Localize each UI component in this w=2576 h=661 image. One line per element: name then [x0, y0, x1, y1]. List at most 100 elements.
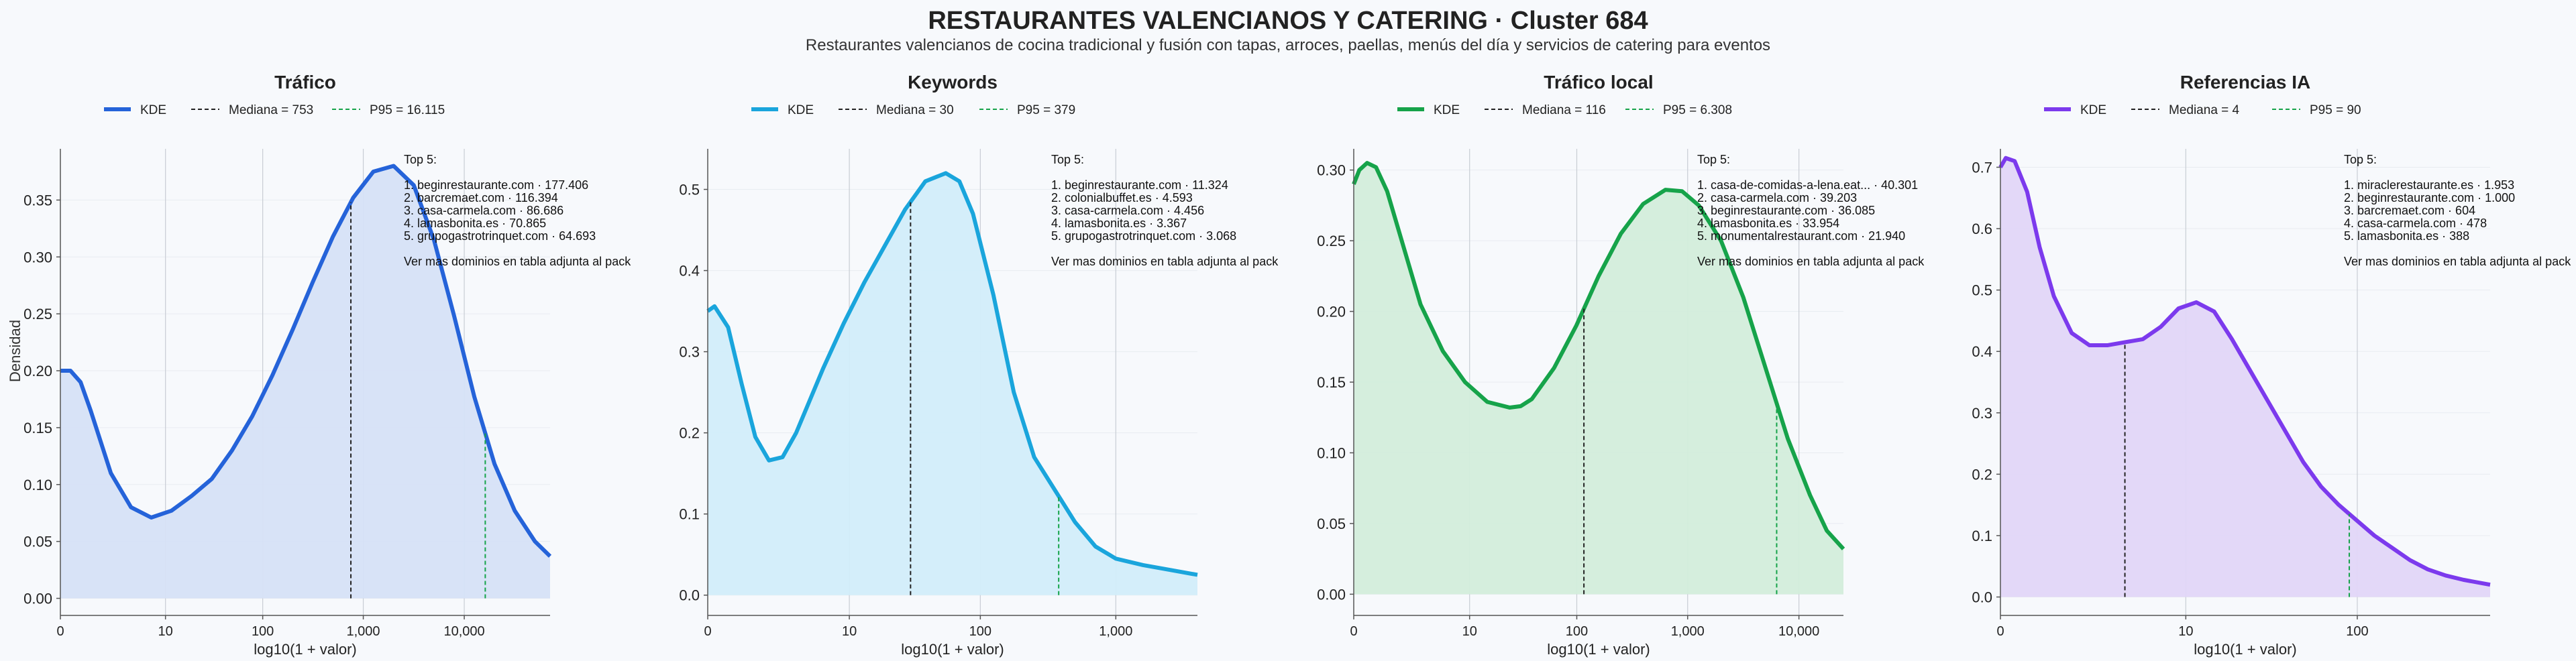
y-tick-label: 0.10 [23, 477, 52, 493]
legend-median-label: Mediana = 4 [2169, 103, 2240, 117]
top5-header: Top 5: [1051, 153, 1084, 166]
y-tick-label: 0.3 [679, 344, 700, 361]
y-tick-label: 0.25 [23, 306, 52, 322]
top5-item: 2. barcremaet.com · 116.394 [404, 191, 558, 204]
kde-area [1354, 163, 1843, 595]
chart-title: Tráfico [274, 72, 336, 93]
chart-panel-1: Tráfico KDE Mediana = 753 P95 = 16.115 0.00 0… [23, 72, 631, 658]
y-tick-label: 0.2 [679, 425, 700, 442]
x-axis-label: log10(1 + valor) [1547, 641, 1650, 658]
legend-median-label: Mediana = 30 [876, 103, 954, 117]
legend-median-label: Mediana = 753 [229, 103, 313, 117]
legend-kde-label: KDE [2080, 103, 2106, 117]
kde-area [2000, 158, 2490, 597]
x-tick-label: 10 [1462, 624, 1477, 639]
chart-title: Referencias IA [2180, 72, 2311, 93]
x-tick-label: 10 [158, 624, 173, 639]
legend-kde-label: KDE [1434, 103, 1460, 117]
kde-line [60, 164, 552, 558]
y-tick-label: 0.30 [1317, 162, 1346, 179]
y-tick-label: 0.00 [1317, 586, 1346, 603]
y-tick-label: 0.20 [1317, 304, 1346, 320]
y-tick-label: 0.05 [23, 534, 52, 550]
y-tick-label: 0.3 [1972, 405, 1992, 422]
y-tick-label: 0.6 [1972, 221, 1992, 237]
legend-median-label: Mediana = 116 [1522, 103, 1606, 117]
top5-item: 5. lamasbonita.es · 388 [2344, 229, 2469, 243]
x-tick-label: 100 [2346, 624, 2368, 639]
top5-item: 5. grupogastrotrinquet.com · 64.693 [404, 229, 596, 243]
kde-area [708, 173, 1197, 595]
x-tick-label: 10 [842, 624, 857, 639]
y-tick-label: 0.20 [23, 363, 52, 379]
chart-panel-3: Tráfico local KDE Mediana = 116 P95 = 6.308… [1317, 72, 1925, 658]
page-title: RESTAURANTES VALENCIANOS Y CATERING · Cl… [928, 7, 1648, 35]
legend-p95-label: P95 = 379 [1017, 103, 1075, 117]
y-tick-label: 0.05 [1317, 516, 1346, 532]
top5-header: Top 5: [404, 153, 437, 166]
x-tick-label: 10,000 [1778, 624, 1819, 639]
kde-line [1998, 156, 2491, 587]
y-tick-label: 0.4 [1972, 343, 1992, 360]
top5-item: 1. miraclerestaurante.es · 1.953 [2344, 178, 2514, 192]
x-tick-label: 10,000 [443, 624, 484, 639]
y-tick-label: 0.0 [679, 587, 700, 604]
chart-panel-2: Keywords KDE Mediana = 30 P95 = 379 0.0 0.1 0.… [679, 72, 1279, 658]
chart-title: Tráfico local [1544, 72, 1653, 93]
y-tick-label: 0.4 [679, 263, 700, 280]
y-tick-label: 0.2 [1972, 466, 1992, 483]
y-tick-label: 0.15 [1317, 374, 1346, 391]
top5-item: 2. beginrestaurante.com · 1.000 [2344, 191, 2515, 204]
top5-item: 3. casa-carmela.com · 86.686 [404, 204, 564, 217]
top5-item: 4. lamasbonita.es · 3.367 [1051, 217, 1187, 230]
y-tick-label: 0.10 [1317, 444, 1346, 461]
x-tick-label: 100 [969, 624, 991, 639]
y-tick-label: 0.7 [1972, 159, 1992, 176]
x-axis-label: log10(1 + valor) [901, 641, 1004, 658]
y-tick-label: 0.1 [679, 506, 700, 523]
kde-area [60, 166, 550, 599]
top5-footer: Ver mas dominios en tabla adjunta al pac… [1051, 255, 1279, 268]
top5-item: 1. casa-de-comidas-a-lena.eat... · 40.30… [1697, 178, 1918, 192]
top5-item: 4. lamasbonita.es · 70.865 [404, 217, 546, 230]
x-tick-label: 0 [56, 624, 64, 639]
top5-item: 2. casa-carmela.com · 39.203 [1697, 191, 1857, 204]
legend-kde-label: KDE [140, 103, 166, 117]
y-tick-label: 0.5 [679, 182, 700, 198]
legend-p95-label: P95 = 6.308 [1663, 103, 1732, 117]
top5-footer: Ver mas dominios en tabla adjunta al pac… [2344, 255, 2571, 268]
x-axis-label: log10(1 + valor) [2194, 641, 2296, 658]
y-tick-label: 0.1 [1972, 528, 1992, 544]
y-tick-label: 0.35 [23, 192, 52, 208]
y-tick-label: 0.0 [1972, 589, 1992, 606]
top5-item: 5. grupogastrotrinquet.com · 3.068 [1051, 229, 1236, 243]
y-tick-label: 0.00 [23, 591, 52, 607]
legend-kde-label: KDE [788, 103, 814, 117]
top5-item: 3. barcremaet.com · 604 [2344, 204, 2475, 217]
kde-line [1352, 161, 1845, 550]
x-axis-label: log10(1 + valor) [254, 641, 356, 658]
legend-p95-label: P95 = 90 [2310, 103, 2361, 117]
x-tick-label: 1,000 [1671, 624, 1705, 639]
top5-item: 1. beginrestaurante.com · 11.324 [1051, 178, 1228, 192]
top5-item: 4. casa-carmela.com · 478 [2344, 217, 2487, 230]
top5-item: 2. colonialbuffet.es · 4.593 [1051, 191, 1193, 204]
top5-item: 5. monumentalrestaurant.com · 21.940 [1697, 229, 1905, 243]
chart-panel-4: Referencias IA KDE Mediana = 4 P95 = 90 0.0 0… [1972, 72, 2571, 658]
kde-line [706, 171, 1198, 577]
top5-header: Top 5: [1697, 153, 1730, 166]
x-tick-label: 1,000 [347, 624, 380, 639]
y-tick-label: 0.30 [23, 249, 52, 265]
top5-footer: Ver mas dominios en tabla adjunta al pac… [1697, 255, 1925, 268]
top5-footer: Ver mas dominios en tabla adjunta al pac… [404, 255, 631, 268]
top5-item: 3. casa-carmela.com · 4.456 [1051, 204, 1204, 217]
chart-title: Keywords [908, 72, 998, 93]
x-tick-label: 10 [2178, 624, 2193, 639]
top5-header: Top 5: [2344, 153, 2377, 166]
x-tick-label: 100 [1566, 624, 1588, 639]
top5-item: 1. beginrestaurante.com · 177.406 [404, 178, 588, 192]
top5-item: 3. beginrestaurante.com · 36.085 [1697, 204, 1875, 217]
legend-p95-label: P95 = 16.115 [370, 103, 445, 117]
y-tick-label: 0.25 [1317, 233, 1346, 249]
